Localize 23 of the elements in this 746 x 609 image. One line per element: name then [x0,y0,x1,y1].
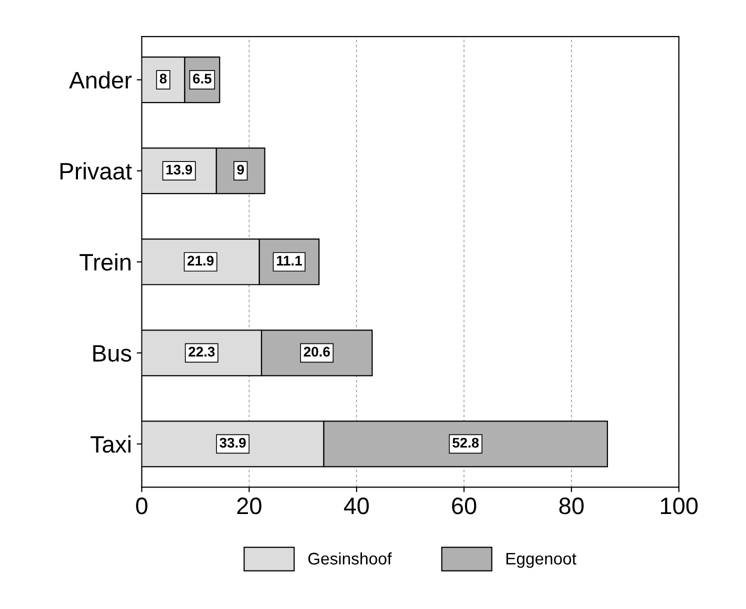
data-label: 21.9 [188,256,214,266]
data-label: 13.9 [166,164,192,175]
data-label: 6.5 [193,74,212,84]
y-tick-label: Ander [69,71,132,89]
x-tick-label: 40 [344,498,369,514]
x-tick-label: 100 [660,498,698,514]
x-tick-label: 80 [559,498,584,514]
data-label: 22.3 [188,346,215,357]
y-tick-label: Bus [93,345,132,362]
x-tick-label: 0 [136,498,148,514]
legend-label: Eggenoot [506,552,576,568]
x-tick-label: 60 [452,498,476,514]
data-label: 8 [160,74,167,84]
data-label: 33.9 [220,438,246,448]
y-tick-label: Trein [80,253,130,271]
data-label: 52.8 [452,438,479,448]
data-label: 9 [237,164,244,175]
y-tick-label: Privaat [60,162,132,180]
y-tick-label: Taxi [90,435,130,453]
legend-label: Gesinshoof [308,552,392,565]
x-tick-label: 20 [237,498,262,514]
data-label: 20.6 [304,346,330,357]
data-label: 11.1 [276,256,302,266]
